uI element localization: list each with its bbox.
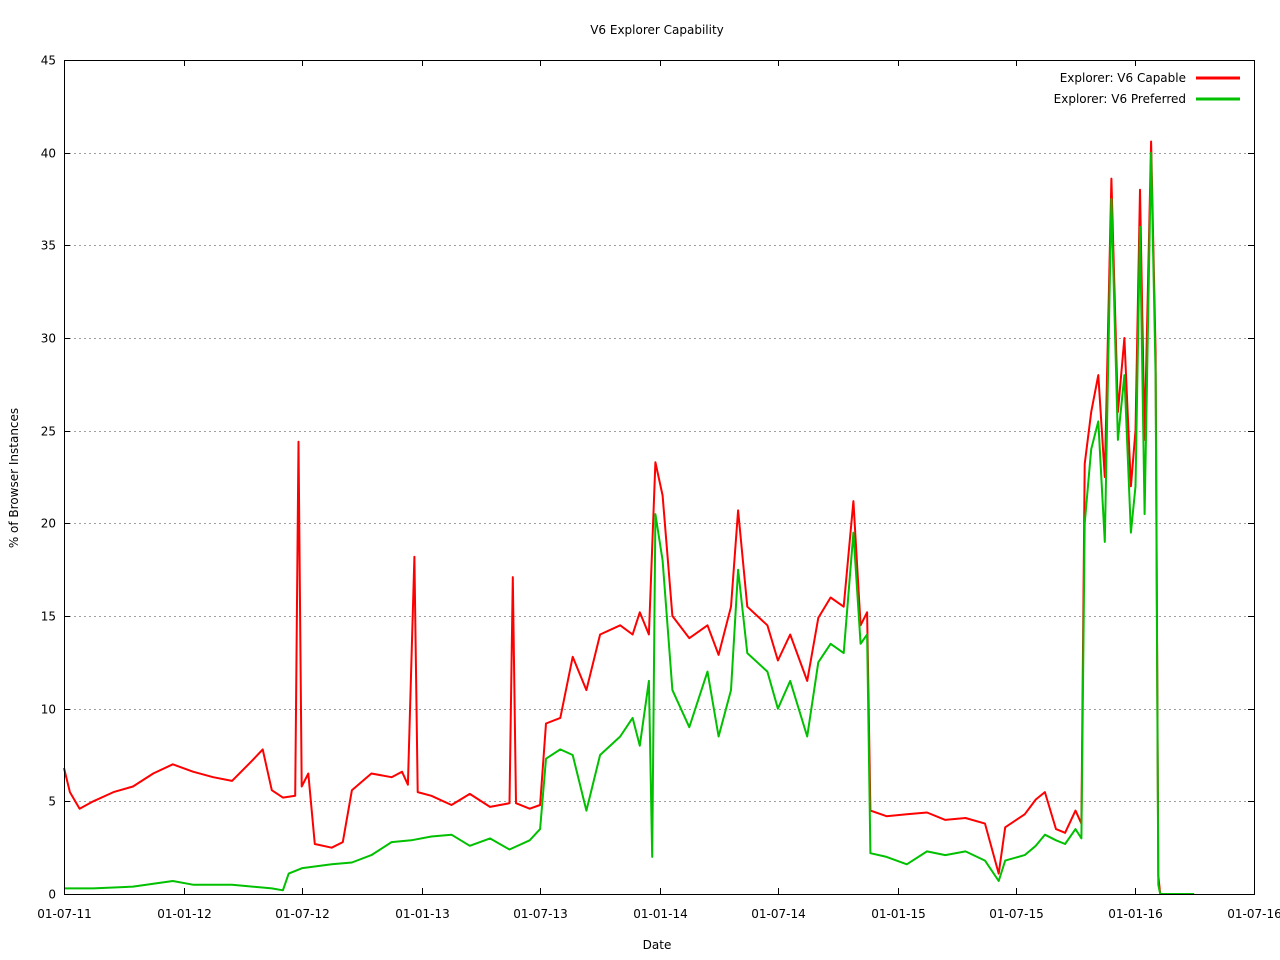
y-tick-label: 5 (48, 795, 56, 809)
y-tick-label: 35 (41, 239, 56, 253)
y-axis-ticks: 0 5 10 15 20 25 30 35 40 45 (41, 54, 1254, 902)
legend-label: Explorer: V6 Preferred (1054, 92, 1186, 106)
legend: Explorer: V6 Capable Explorer: V6 Preferr… (1054, 71, 1240, 106)
chart-title: V6 Explorer Capability (590, 23, 724, 37)
y-tick-label: 40 (41, 147, 56, 161)
y-tick-label: 10 (41, 703, 56, 717)
y-tick-label: 30 (41, 332, 56, 346)
y-axis-title: % of Browser Instances (7, 408, 21, 548)
y-tick-label: 0 (48, 888, 56, 902)
x-tick-label: 01-01-13 (395, 907, 449, 921)
x-tick-label: 01-07-15 (989, 907, 1043, 921)
grid-lines (64, 153, 1254, 802)
x-tick-label: 01-01-14 (633, 907, 687, 921)
legend-label: Explorer: V6 Capable (1060, 71, 1186, 85)
x-tick-label: 01-07-14 (751, 907, 805, 921)
y-tick-label: 25 (41, 425, 56, 439)
x-tick-label: 01-01-15 (871, 907, 925, 921)
series-lines (63, 140, 1195, 895)
series-line-2 (64, 151, 1195, 895)
plot-frame (64, 60, 1255, 895)
x-tick-label: 01-01-16 (1108, 907, 1162, 921)
x-axis-ticks: 01-07-11 01-01-12 01-07-12 01-01-13 01-07-13… (37, 60, 1280, 921)
x-tick-label: 01-07-11 (37, 907, 91, 921)
y-tick-label: 45 (41, 54, 56, 68)
x-tick-label: 01-07-16 (1227, 907, 1280, 921)
x-axis-title: Date (643, 938, 672, 952)
series-line-1 (63, 140, 1195, 895)
y-tick-label: 15 (41, 610, 56, 624)
x-tick-label: 01-07-12 (275, 907, 329, 921)
y-tick-label: 20 (41, 517, 56, 531)
x-tick-label: 01-07-13 (513, 907, 567, 921)
x-tick-label: 01-01-12 (157, 907, 211, 921)
